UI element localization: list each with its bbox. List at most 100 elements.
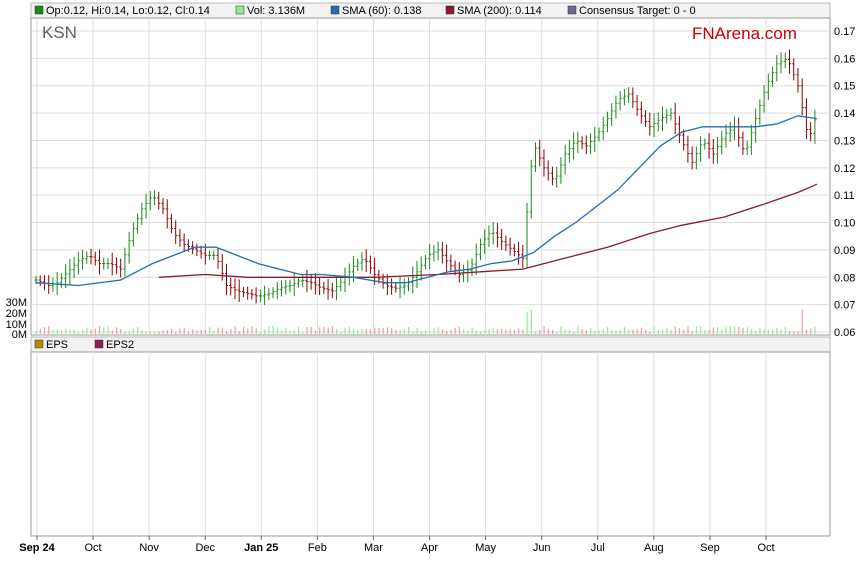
volume-bar bbox=[281, 331, 283, 334]
volume-bar bbox=[437, 327, 439, 334]
x-tick-label: May bbox=[475, 542, 496, 554]
price-tick-label: 0.07 bbox=[834, 300, 855, 312]
volume-bar bbox=[628, 329, 630, 334]
price-tick-label: 0.06 bbox=[834, 327, 855, 339]
volume-bar bbox=[632, 329, 634, 334]
price-tick-label: 0.11 bbox=[834, 190, 855, 202]
x-tick-label: Jun bbox=[533, 542, 551, 554]
volume-bar bbox=[420, 331, 422, 334]
volume-bar bbox=[522, 329, 524, 334]
price-panel bbox=[30, 17, 831, 336]
volume-bar bbox=[82, 329, 84, 334]
volume-bar bbox=[590, 328, 592, 334]
volume-bar bbox=[145, 330, 147, 334]
volume-bar bbox=[242, 326, 245, 334]
volume-bar bbox=[293, 330, 295, 334]
volume-bar bbox=[539, 329, 541, 334]
volume-bar bbox=[225, 331, 228, 334]
x-tick-label: Jan 25 bbox=[244, 542, 278, 554]
legend-sma60-text: SMA (60): 0.138 bbox=[342, 5, 422, 17]
volume-bar bbox=[166, 330, 168, 334]
volume-bar bbox=[602, 329, 604, 334]
volume-bar bbox=[103, 327, 105, 334]
volume-bar bbox=[479, 331, 482, 334]
volume-bar bbox=[149, 331, 151, 334]
volume-bar bbox=[115, 327, 118, 334]
x-tick-label: Sep 24 bbox=[19, 542, 55, 554]
volume-bar bbox=[175, 331, 177, 334]
volume-bar bbox=[772, 329, 774, 334]
volume-bar bbox=[619, 330, 621, 334]
volume-bar bbox=[86, 327, 88, 334]
volume-bar bbox=[170, 328, 173, 334]
volume-bar bbox=[691, 331, 693, 334]
volume-bar bbox=[433, 328, 435, 334]
volume-bar bbox=[704, 329, 706, 334]
x-tick-label: Dec bbox=[195, 542, 215, 554]
volume-bar bbox=[276, 327, 278, 334]
volume-bar bbox=[192, 329, 194, 334]
volume-bar bbox=[467, 330, 469, 334]
legend-volume-text: Vol: 3.136M bbox=[247, 5, 305, 17]
volume-bar bbox=[645, 330, 647, 334]
volume-bar bbox=[200, 329, 202, 334]
volume-bar bbox=[137, 326, 139, 334]
sma200-swatch bbox=[445, 5, 455, 15]
volume-bar bbox=[717, 327, 719, 334]
sma60-swatch bbox=[330, 5, 340, 15]
volume-bar bbox=[518, 328, 520, 334]
volume-bar bbox=[314, 330, 317, 334]
price-bars bbox=[34, 49, 817, 305]
consensus-swatch bbox=[567, 5, 577, 15]
volume-bar bbox=[729, 326, 731, 334]
volume-bar bbox=[551, 330, 554, 334]
volume-bar bbox=[606, 327, 609, 334]
eps2-swatch bbox=[94, 339, 104, 349]
volume-bar bbox=[98, 326, 101, 334]
volume-bar bbox=[687, 326, 689, 334]
volume-bar bbox=[543, 326, 545, 334]
volume-bar bbox=[217, 327, 219, 334]
price-tick-label: 0.16 bbox=[834, 53, 855, 65]
volume-swatch bbox=[235, 5, 245, 15]
volume-bar bbox=[513, 329, 516, 334]
volume-bar bbox=[784, 326, 786, 334]
volume-bar bbox=[505, 329, 507, 334]
volume-bar bbox=[509, 328, 511, 334]
volume-bar bbox=[111, 330, 113, 334]
volume-bar bbox=[471, 327, 473, 334]
volume-bar bbox=[209, 326, 211, 334]
volume-bar bbox=[124, 331, 126, 334]
volume-bar bbox=[90, 329, 92, 334]
volume-bar bbox=[230, 329, 232, 334]
volume-bar bbox=[107, 326, 109, 334]
volume-bar bbox=[285, 327, 287, 334]
volume-bar bbox=[120, 328, 122, 334]
price-tick-label: 0.08 bbox=[834, 272, 855, 284]
volume-bar bbox=[755, 330, 757, 334]
volume-bar bbox=[488, 329, 490, 334]
legend-consensus: Consensus Target: 0 - 0 bbox=[567, 5, 696, 17]
volume-bar bbox=[361, 328, 363, 334]
legend-consensus-text: Consensus Target: 0 - 0 bbox=[579, 5, 696, 17]
volume-bar bbox=[255, 328, 257, 334]
eps-swatch bbox=[34, 339, 44, 349]
volume-bar bbox=[141, 330, 143, 334]
volume-bar bbox=[56, 329, 58, 334]
volume-bar bbox=[306, 327, 308, 334]
volume-bar bbox=[48, 326, 50, 334]
volume-bar bbox=[674, 326, 676, 334]
volume-bar bbox=[708, 330, 710, 334]
volume-bar bbox=[179, 328, 181, 334]
volume-bar bbox=[52, 329, 54, 334]
volume-bars bbox=[35, 309, 816, 334]
volume-bar bbox=[221, 327, 223, 334]
volume-bar bbox=[801, 309, 803, 334]
volume-bar bbox=[369, 329, 372, 334]
volume-bar bbox=[196, 330, 198, 334]
x-axis: Sep 24 Oct Nov Dec Jan 25 Feb Mar Apr May Jun Jul A… bbox=[19, 536, 775, 554]
volume-bar bbox=[581, 329, 583, 334]
volume-bar bbox=[759, 328, 761, 334]
volume-bar bbox=[234, 326, 236, 334]
